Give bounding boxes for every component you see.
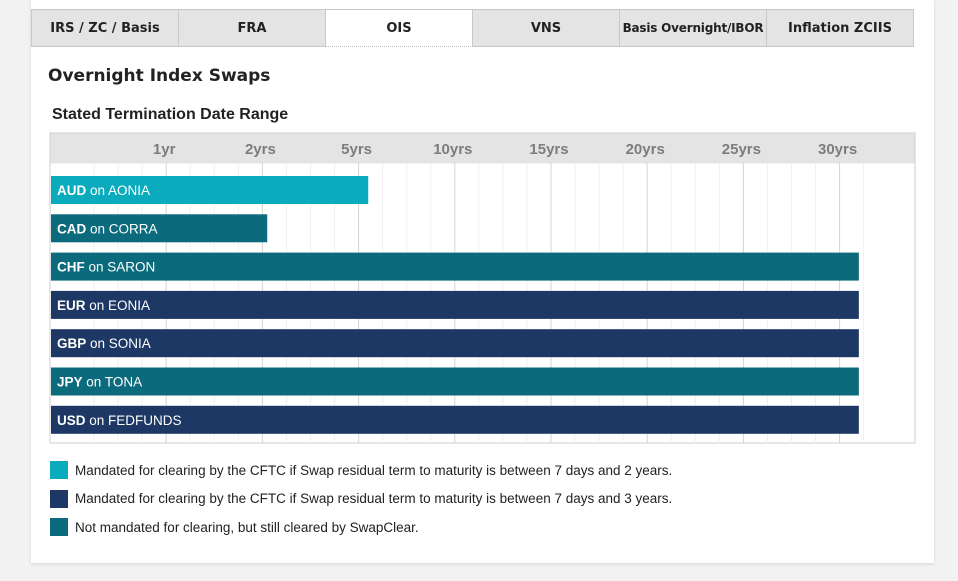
bar-index: EONIA	[108, 298, 150, 313]
bar-jpy[interactable]	[51, 367, 859, 396]
bar-connector: on	[86, 298, 109, 313]
bar-index: CORRA	[109, 221, 158, 236]
product-tabs: IRS / ZC / Basis FRA OIS VNS Basis Overn…	[31, 9, 921, 47]
bar-connector: on	[86, 221, 109, 236]
bar-currency: JPY	[57, 375, 83, 390]
legend-swatch-not-mandated	[50, 518, 68, 537]
bar-currency: USD	[57, 413, 86, 428]
bar-currency: GBP	[57, 336, 86, 351]
bar-aud[interactable]	[51, 176, 369, 204]
x-tick-label-20yrs: 20yrs	[626, 141, 665, 158]
bar-index: SONIA	[109, 336, 151, 351]
chart-legend: Mandated for clearing by the CFTC if Swa…	[50, 456, 672, 542]
tab-irs-zc-basis[interactable]: IRS / ZC / Basis	[31, 9, 179, 47]
bar-index: AONIA	[108, 183, 150, 198]
bar-connector: on	[86, 183, 108, 198]
legend-swatch-cleared-2y	[50, 461, 68, 480]
bar-index: FEDFUNDS	[108, 413, 182, 428]
ois-panel: IRS / ZC / Basis FRA OIS VNS Basis Overn…	[31, 0, 934, 563]
legend-item-cleared-2y: Mandated for clearing by the CFTC if Swa…	[50, 456, 672, 485]
legend-swatch-cleared-3y	[50, 489, 68, 508]
bar-index: TONA	[105, 375, 142, 390]
bar-index: SARON	[107, 260, 155, 275]
bar-label-cad: CAD on CORRA	[57, 221, 158, 236]
bar-label-aud: AUD on AONIA	[57, 183, 150, 198]
x-tick-label-1yr: 1yr	[153, 141, 176, 158]
x-tick-label-10yrs: 10yrs	[433, 141, 472, 158]
tab-fra[interactable]: FRA	[178, 9, 326, 47]
x-tick-label-5yrs: 5yrs	[341, 141, 372, 158]
bar-currency: EUR	[57, 298, 86, 313]
page-title: Overnight Index Swaps	[48, 66, 271, 86]
x-tick-label-25yrs: 25yrs	[722, 141, 761, 158]
tab-inflation-zciis[interactable]: Inflation ZCIIS	[766, 9, 914, 47]
chart-subtitle: Stated Termination Date Range	[52, 106, 289, 123]
bar-eur[interactable]	[51, 290, 859, 319]
bar-label-usd: USD on FEDFUNDS	[57, 413, 182, 428]
bar-label-eur: EUR on EONIA	[57, 298, 150, 313]
tab-basis-overnight-ibor[interactable]: Basis Overnight/IBOR	[619, 9, 767, 47]
bar-chf[interactable]	[51, 252, 859, 281]
bar-currency: AUD	[57, 183, 86, 198]
bar-currency: CAD	[57, 221, 86, 236]
x-tick-label-15yrs: 15yrs	[529, 141, 568, 158]
legend-label-not-mandated: Not mandated for clearing, but still cle…	[75, 519, 419, 535]
legend-item-cleared-3y: Mandated for clearing by the CFTC if Swa…	[50, 485, 672, 514]
bar-currency: CHF	[57, 260, 85, 275]
bar-connector: on	[83, 375, 105, 390]
legend-label-cleared-2y: Mandated for clearing by the CFTC if Swa…	[75, 462, 673, 478]
bar-connector: on	[86, 336, 109, 351]
legend-item-not-mandated: Not mandated for clearing, but still cle…	[50, 513, 672, 542]
bar-label-gbp: GBP on SONIA	[57, 336, 151, 351]
bar-connector: on	[86, 413, 109, 428]
tab-ois[interactable]: OIS	[325, 9, 473, 47]
bar-usd[interactable]	[51, 405, 859, 434]
tab-vns[interactable]: VNS	[472, 9, 620, 47]
bar-cad[interactable]	[51, 214, 268, 243]
termination-range-chart: 1yr 2yrs 5yrs 10yrs 15yrs 20yrs 25yrs 30yrs AUD …	[49, 132, 916, 444]
x-tick-label-30yrs: 30yrs	[818, 141, 857, 158]
bar-label-chf: CHF on SARON	[57, 260, 155, 275]
bar-label-jpy: JPY on TONA	[57, 375, 142, 390]
chart-axis-header	[50, 133, 915, 164]
bar-gbp[interactable]	[51, 329, 859, 358]
bar-connector: on	[85, 260, 108, 275]
x-tick-label-2yrs: 2yrs	[245, 141, 276, 158]
legend-label-cleared-3y: Mandated for clearing by the CFTC if Swa…	[75, 491, 673, 507]
